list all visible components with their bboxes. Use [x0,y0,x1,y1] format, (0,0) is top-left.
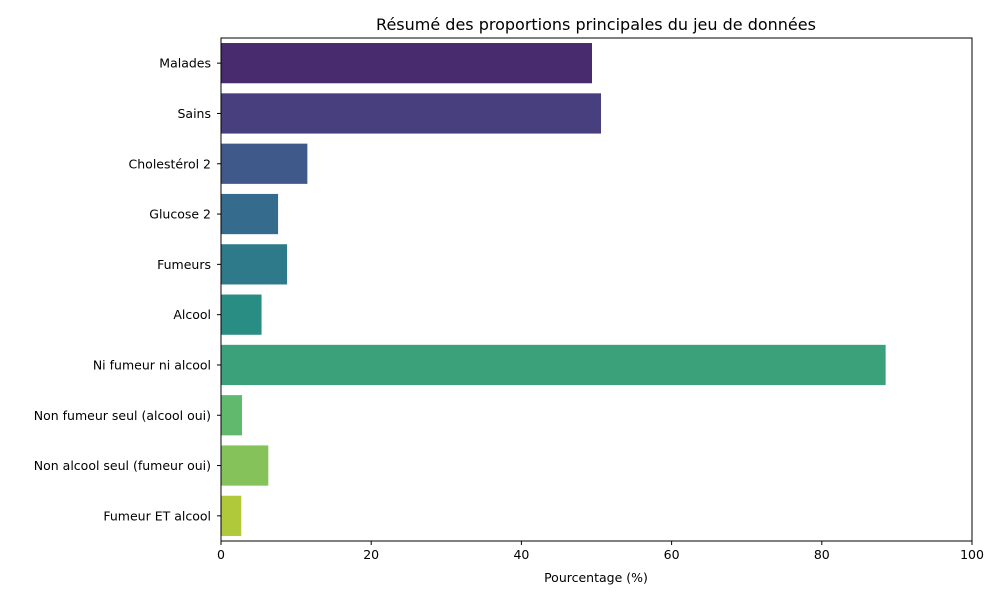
y-tick-label: Alcool [173,307,211,322]
x-tick-label: 20 [363,547,379,562]
x-tick-label: 60 [664,547,680,562]
y-tick-label: Sains [177,106,211,121]
bar [221,445,269,486]
bar [221,294,262,335]
y-tick-label: Non alcool seul (fumeur oui) [34,458,211,473]
chart-title: Résumé des proportions principales du je… [376,15,816,34]
y-axis: Malades Sains Cholestérol 2 Glucose 2 Fumeur… [34,56,221,523]
x-tick-label: 80 [814,547,830,562]
bar [221,244,288,285]
y-tick-label: Cholestérol 2 [129,156,211,171]
x-tick-label: 100 [960,547,984,562]
bar [221,193,279,235]
bar [221,93,602,134]
y-tick-label: Fumeur ET alcool [103,508,211,523]
bar [221,395,243,436]
y-tick-label: Fumeurs [157,257,211,272]
y-tick-label: Non fumeur seul (alcool oui) [34,408,211,423]
bar [221,143,308,184]
x-tick-label: 0 [217,547,225,562]
y-tick-label: Ni fumeur ni alcool [93,357,211,372]
bar [221,43,592,84]
x-tick-label: 40 [513,547,529,562]
x-axis: 0 20 40 60 80 100 [217,541,984,562]
plot-frame [220,37,973,542]
bar [221,344,886,386]
bars-layer [221,43,886,536]
bar [221,495,242,536]
x-axis-label: Pourcentage (%) [544,570,648,585]
y-tick-label: Malades [159,56,211,71]
y-tick-label: Glucose 2 [149,207,211,222]
